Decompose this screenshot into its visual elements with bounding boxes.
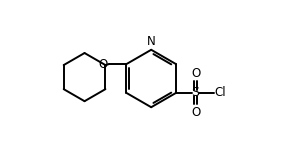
Text: O: O	[99, 58, 108, 71]
Text: Cl: Cl	[214, 86, 226, 99]
Text: S: S	[191, 86, 199, 99]
Text: O: O	[191, 106, 200, 119]
Text: N: N	[147, 35, 155, 48]
Text: O: O	[191, 67, 200, 80]
